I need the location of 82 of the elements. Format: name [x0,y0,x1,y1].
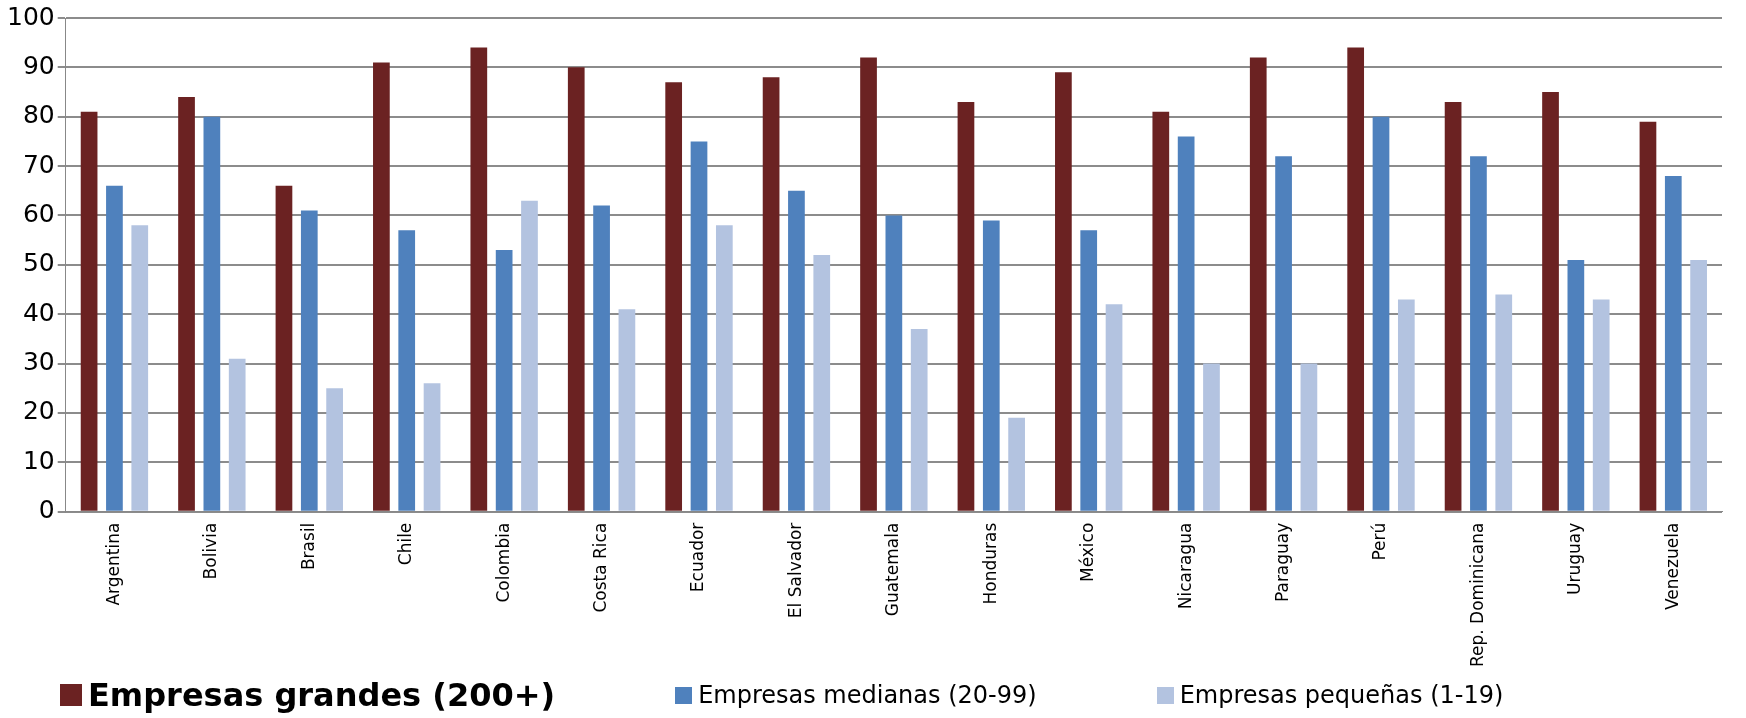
bar [495,250,513,511]
bar [1055,72,1072,511]
legend-label: Empresas pequeñas (1-19) [1179,681,1504,709]
bar [373,62,390,511]
bar [593,205,610,511]
x-tick-label: Nicaragua [1174,522,1195,610]
bar [885,215,903,511]
x-tick-label: Perú [1369,522,1390,561]
bar [788,190,805,511]
bar [1639,121,1657,511]
bar [910,329,928,511]
bar [567,67,585,511]
bar [106,185,123,511]
bar [1152,111,1170,511]
x-tick-label: Costa Rica [590,522,610,613]
bar [618,309,636,511]
bar [1372,116,1390,511]
x-tick-label: Venezuela [1661,522,1682,610]
y-tick-label: 20 [22,396,55,426]
bar [326,388,343,511]
bar [1495,294,1513,511]
x-tick-label: Guatemala [882,522,903,617]
bar [1249,57,1267,511]
y-tick-label: 60 [22,198,55,228]
x-tick-label: Uruguay [1564,522,1585,595]
bar [762,77,780,511]
x-tick-label: México [1077,522,1098,583]
bar [957,101,975,511]
y-tick-label: 100 [7,1,55,31]
bar [203,116,221,511]
legend-label: Empresas medianas (20-99) [698,681,1037,709]
bar [228,358,246,511]
x-tick-label: El Salvador [784,522,805,619]
bar [1275,156,1292,511]
bar [1300,363,1318,511]
bar [1470,156,1487,511]
legend-label: Empresas grandes (200+) [88,676,556,714]
bar [690,141,708,511]
bar [1542,92,1559,511]
bar [1690,259,1707,511]
bar [1397,299,1415,511]
x-tick-label: Honduras [979,522,1000,605]
y-tick-label: 0 [38,495,55,525]
y-tick-label: 50 [22,248,55,278]
bar [275,185,293,511]
bar [398,230,416,511]
x-tick-label: Bolivia [200,522,221,580]
bar [1567,259,1585,511]
bar [131,225,149,511]
bar [665,82,683,511]
bar [813,254,831,511]
bar [715,225,733,511]
bar [300,210,318,511]
bar [1177,136,1195,511]
bar [423,383,441,511]
bar [1105,304,1123,511]
x-tick-label: Brasil [297,522,318,571]
y-tick-label: 70 [22,149,55,179]
bar [860,57,877,511]
y-tick-label: 80 [22,100,55,130]
bar [1080,230,1098,511]
bar [1008,417,1025,511]
y-tick-label: 30 [22,347,55,377]
bar [178,96,195,511]
bar [1664,175,1682,511]
bar [1592,299,1610,511]
x-tick-label: Argentina [102,522,123,606]
bar [982,220,1000,511]
x-tick-label: Rep. Dominicana [1466,522,1487,668]
x-tick-label: Ecuador [687,522,708,593]
x-tick-label: Paraguay [1271,522,1292,603]
y-tick-label: 40 [22,297,55,327]
bar [1347,47,1365,511]
bar [470,47,488,511]
bar [1203,363,1220,511]
bar [521,200,538,511]
y-tick-label: 10 [22,445,55,475]
x-tick-label: Chile [395,522,416,566]
x-tick-label: Colombia [492,522,513,603]
bar [80,111,98,511]
bar [1444,101,1462,511]
y-tick-label: 90 [22,50,55,80]
